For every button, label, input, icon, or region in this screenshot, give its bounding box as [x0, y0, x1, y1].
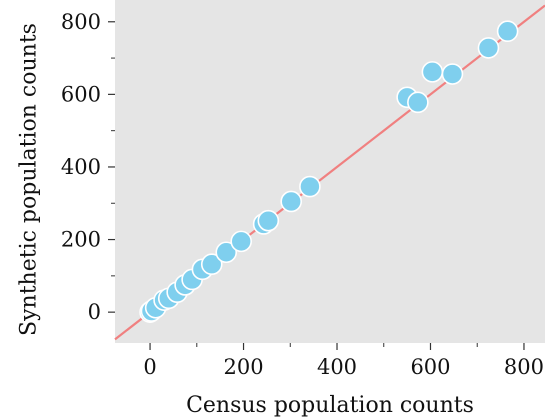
data-point	[230, 230, 252, 253]
x-tick-label: 200	[223, 355, 263, 379]
y-axis-label: Synthetic population counts	[17, 23, 42, 336]
y-tick-label: 800	[61, 10, 101, 34]
data-point	[280, 190, 303, 213]
data-point	[421, 61, 444, 83]
data-point	[200, 253, 223, 276]
data-point	[407, 91, 429, 114]
y-tick-label: 600	[61, 82, 101, 106]
y-tick-label: 400	[61, 155, 101, 179]
data-point	[257, 209, 280, 232]
data-point	[496, 20, 519, 43]
data-point	[477, 37, 500, 59]
axis-ticks	[108, 21, 525, 350]
tick-labels: 0 200 400 600 800 0 200 400 600 800	[61, 10, 544, 379]
x-tick-label: 800	[504, 355, 544, 379]
data-point	[215, 241, 238, 264]
x-tick-label: 600	[410, 355, 450, 379]
x-tick-label: 0	[143, 355, 156, 379]
y-tick-label: 200	[61, 228, 101, 252]
x-axis-label: Census population counts	[186, 393, 474, 418]
data-point	[441, 63, 464, 85]
data-points	[139, 20, 519, 323]
y-tick-label: 0	[88, 300, 101, 324]
data-point	[299, 175, 321, 198]
x-tick-label: 400	[317, 355, 357, 379]
